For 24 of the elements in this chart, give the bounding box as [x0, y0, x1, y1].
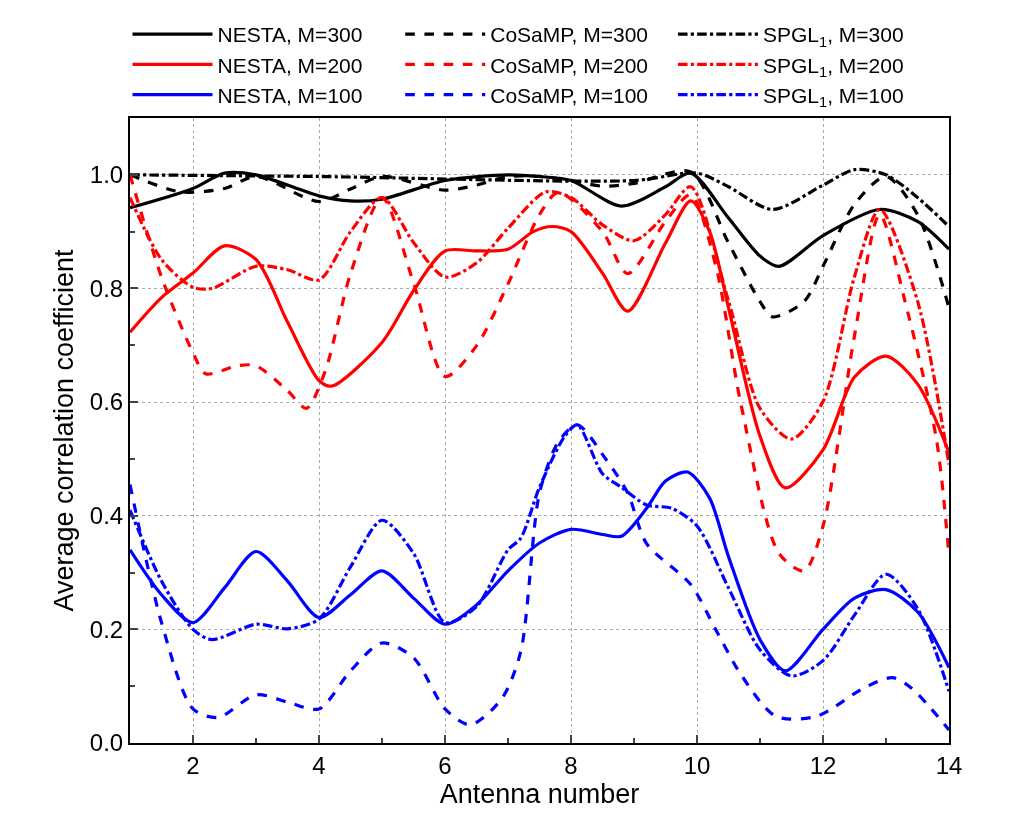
x-tick-label: 14 — [935, 751, 963, 779]
x-tick-label: 2 — [186, 751, 200, 779]
x-tick-label: 6 — [438, 751, 452, 779]
x-tick-label: 4 — [312, 751, 326, 779]
y-tick-label: 0.0 — [89, 729, 124, 757]
legend-label: NESTA, M=300 — [217, 23, 363, 47]
x-axis-title: Antenna number — [439, 778, 640, 809]
legend-label: SPGL$_{1}$, M=200 — [762, 53, 904, 80]
y-tick-label: 0.4 — [89, 502, 124, 530]
legend-label: NESTA, M=200 — [217, 53, 363, 77]
x-tick-label: 8 — [564, 751, 578, 779]
y-tick-label: 0.6 — [89, 388, 124, 416]
legend-label: NESTA, M=100 — [217, 83, 363, 107]
x-tick-label: 10 — [683, 751, 711, 779]
y-tick-label: 1.0 — [89, 161, 124, 189]
y-axis-title: Average correlation coefficient — [49, 248, 80, 612]
legend-label: SPGL$_{1}$, M=100 — [762, 83, 904, 111]
legend-label: SPGL$_{1}$, M=300 — [762, 23, 904, 50]
legend-label: CoSaMP, M=100 — [490, 83, 649, 107]
legend-label: CoSaMP, M=200 — [490, 53, 649, 77]
y-tick-label: 0.8 — [89, 274, 124, 302]
legend-label: CoSaMP, M=300 — [490, 23, 649, 47]
x-tick-label: 12 — [809, 751, 837, 779]
y-tick-label: 0.2 — [89, 615, 124, 643]
